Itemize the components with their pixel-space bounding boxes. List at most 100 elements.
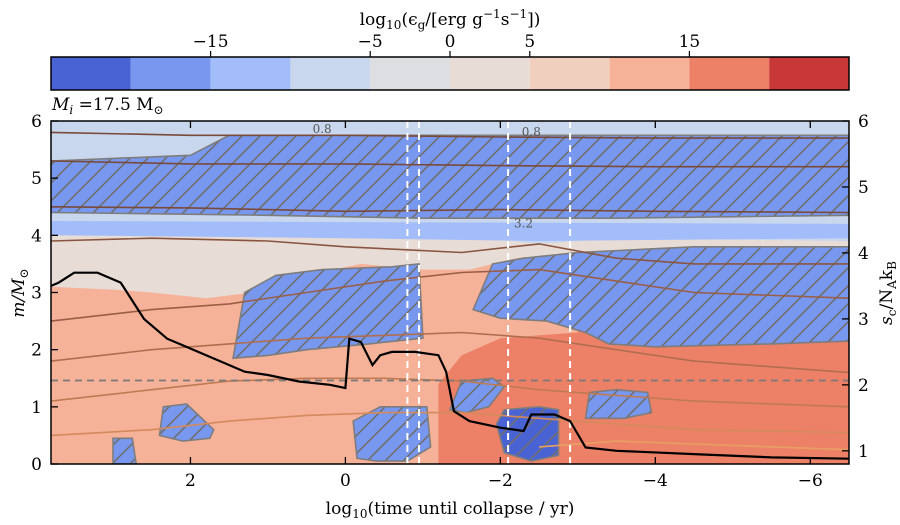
y2-tick-label: 1 bbox=[858, 442, 869, 462]
colorbar-segment bbox=[529, 57, 610, 90]
y-tick-label: 1 bbox=[31, 398, 42, 418]
x-axis-title-sub: 10 bbox=[352, 507, 367, 521]
colorbar-segment bbox=[290, 57, 371, 90]
colorbar-title-main: log bbox=[360, 10, 387, 30]
colorbar-segment bbox=[51, 57, 131, 90]
mass-contour-line bbox=[51, 377, 849, 408]
panel-label-sun: ⊙ bbox=[154, 103, 164, 117]
contour-labels: 0.8 3.2 0.8 bbox=[313, 122, 541, 230]
y2-tick-label: 3 bbox=[858, 310, 869, 330]
y-tick-label: 5 bbox=[31, 169, 42, 189]
colorbar-tick-label: −5 bbox=[358, 32, 383, 52]
y2-tick-label: 2 bbox=[858, 376, 869, 396]
panel-label-sub: i bbox=[69, 103, 73, 117]
mass-contour-line bbox=[51, 268, 849, 322]
panel-label: Mi =17.5 M⊙ bbox=[51, 95, 164, 117]
y-tick-label: 6 bbox=[31, 112, 42, 132]
colorbar-tick-label: 15 bbox=[679, 32, 701, 52]
colorbar-segment bbox=[130, 57, 211, 90]
y2-axis-ticks: 1 2 3 4 5 6 bbox=[842, 112, 869, 462]
colorbar-tick-label: −15 bbox=[193, 32, 229, 52]
colorbar-segment bbox=[370, 57, 450, 90]
colorbar-title-sub: 10 bbox=[386, 18, 401, 32]
x-axis-title-rest: (time until collapse / yr) bbox=[368, 499, 575, 519]
heatmap-region bbox=[51, 221, 849, 241]
colorbar-segment bbox=[689, 57, 770, 90]
x-axis-title-main: log bbox=[326, 499, 353, 519]
y-axis-title-main: m/M bbox=[9, 278, 29, 318]
central-entropy-line bbox=[51, 271, 849, 460]
convective-zone bbox=[495, 405, 560, 462]
colorbar-tick-label: 5 bbox=[524, 32, 535, 52]
mass-contour-line bbox=[539, 440, 849, 451]
convective-zone-hatch bbox=[158, 403, 215, 442]
y-axis-title-sun: ⊙ bbox=[17, 268, 31, 278]
mass-contour-line bbox=[51, 331, 849, 374]
mass-contour-line bbox=[51, 131, 849, 139]
y2-axis-title-sub2: A bbox=[885, 280, 899, 290]
y2-tick-label: 6 bbox=[858, 112, 869, 132]
y-axis-ticks: 0 1 2 3 4 5 6 bbox=[31, 112, 58, 475]
colorbar-title: log10(ϵg/[erg g−1s−1]) bbox=[360, 7, 541, 32]
colorbar-title-sup2: −1 bbox=[509, 7, 527, 21]
convective-zone-hatch bbox=[495, 405, 560, 462]
colorbar-segment bbox=[450, 57, 530, 90]
mass-contours bbox=[51, 131, 849, 451]
y-tick-label: 0 bbox=[31, 455, 42, 475]
colorbar-title-end: ]) bbox=[527, 10, 540, 30]
colorbar-ticks: −15 −5 0 5 15 bbox=[193, 32, 701, 57]
vertical-dashed-lines bbox=[406, 121, 572, 464]
colorbar bbox=[50, 56, 850, 91]
y2-axis-title-k: k bbox=[877, 269, 897, 280]
panel-label-prefix: M bbox=[51, 95, 70, 115]
y2-axis-title-sub3: B bbox=[885, 261, 899, 270]
colorbar-tick-label: 0 bbox=[445, 32, 456, 52]
y2-axis-title-sub: c bbox=[885, 309, 899, 316]
colorbar-title-s: s bbox=[501, 10, 510, 30]
contour-label: 0.8 bbox=[522, 125, 541, 139]
convective-zone bbox=[158, 403, 215, 442]
y2-tick-label: 5 bbox=[858, 178, 869, 198]
convective-zone-hatch bbox=[51, 134, 849, 219]
colorbar-segment bbox=[769, 57, 849, 90]
x-tick-label: −6 bbox=[798, 471, 823, 491]
y2-tick-label: 4 bbox=[858, 244, 869, 264]
plot-area: 0.8 3.2 0.8 bbox=[51, 121, 849, 464]
y2-axis-title: sc/NAkB bbox=[877, 261, 899, 325]
contour-label: 3.2 bbox=[514, 216, 533, 230]
mass-contour-line bbox=[51, 206, 849, 214]
panel-label-value: =17.5 M bbox=[73, 95, 153, 115]
x-axis-title: log10(time until collapse / yr) bbox=[326, 499, 575, 521]
mass-contour-line bbox=[51, 411, 849, 437]
colorbar-title-rest: (ϵ bbox=[401, 10, 417, 30]
x-tick-label: 2 bbox=[185, 471, 196, 491]
x-tick-label: 0 bbox=[340, 471, 351, 491]
y-tick-label: 4 bbox=[31, 226, 42, 246]
convective-zone bbox=[51, 134, 849, 219]
colorbar-title-units: /[erg g bbox=[425, 10, 483, 30]
x-axis-ticks: 2 0 −2 −4 −6 bbox=[185, 121, 823, 491]
x-tick-label: −2 bbox=[488, 471, 513, 491]
y2-axis-title-rest: /N bbox=[877, 289, 897, 310]
colorbar-title-g: g bbox=[418, 18, 426, 32]
convective-zone bbox=[112, 437, 138, 464]
mass-contour-line bbox=[51, 237, 849, 265]
convective-zone-hatch bbox=[472, 246, 849, 348]
y2-axis-title-main: s bbox=[877, 316, 897, 325]
convective-zone bbox=[232, 263, 424, 360]
convective-zone bbox=[448, 377, 506, 414]
colorbar-segment bbox=[609, 57, 690, 90]
mass-contour-line bbox=[51, 160, 849, 168]
colorbar-segment bbox=[210, 57, 291, 90]
convective-zone bbox=[472, 246, 849, 348]
colorbar-title-sup1: −1 bbox=[483, 7, 501, 21]
contour-label: 0.8 bbox=[313, 122, 332, 136]
hatched-regions bbox=[51, 134, 849, 464]
y-tick-label: 3 bbox=[31, 284, 42, 304]
convective-zone-hatch bbox=[112, 437, 138, 464]
y-axis-title: m/M⊙ bbox=[9, 268, 31, 317]
convective-zone-hatch bbox=[352, 405, 432, 462]
convective-zone bbox=[352, 405, 432, 462]
convective-zone-hatch bbox=[232, 263, 424, 360]
